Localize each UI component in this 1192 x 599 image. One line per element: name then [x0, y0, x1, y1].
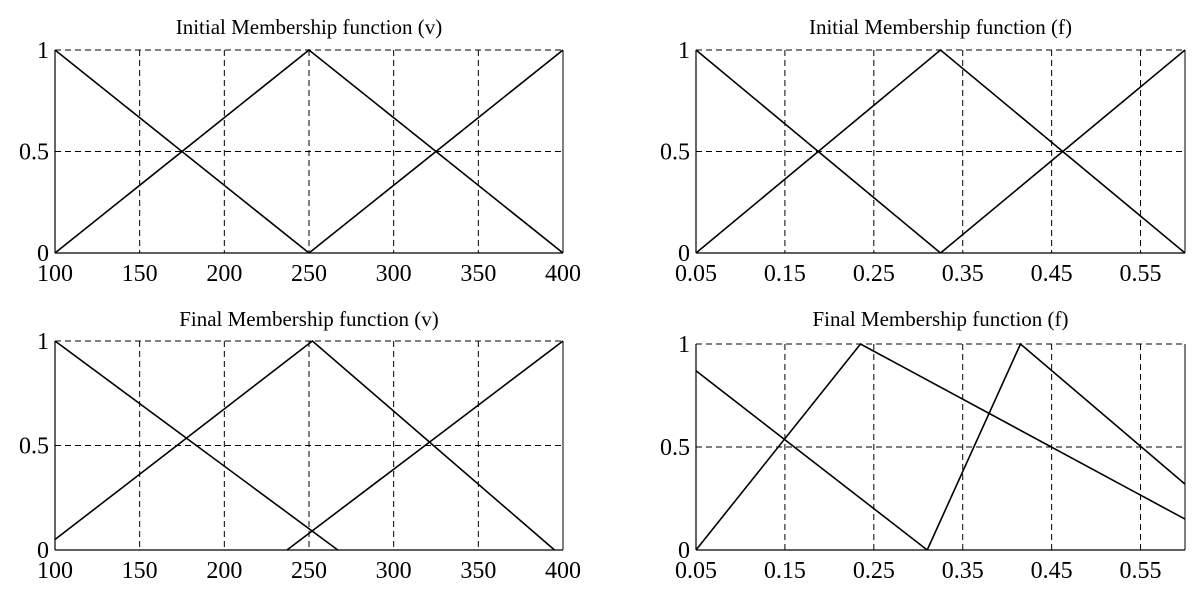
y-tick-label: 0	[678, 241, 690, 267]
series-line-2	[54, 339, 556, 551]
x-tick-label: 0.25	[853, 558, 895, 584]
x-tick-label: 0.45	[1031, 558, 1073, 584]
series-line-3	[286, 340, 564, 551]
x-tick-label: 150	[122, 558, 158, 584]
y-tick-label: 0	[37, 538, 49, 564]
y-tick-label: 0	[37, 241, 49, 267]
x-tick-label: 300	[376, 558, 412, 584]
series-line-2	[695, 342, 1186, 551]
x-tick-label: 250	[291, 558, 327, 584]
series-line-1	[695, 370, 928, 551]
x-tick-label: 0.55	[1120, 558, 1162, 584]
y-tick-label: 1	[37, 38, 49, 64]
x-tick-label: 100	[37, 261, 73, 287]
chart-title: Final Membership function (v)	[179, 307, 439, 331]
y-tick-label: 0.5	[19, 434, 49, 460]
series-line-2	[695, 48, 1186, 254]
x-tick-label: 0.35	[942, 261, 984, 287]
x-tick-label: 100	[37, 558, 73, 584]
x-tick-label: 0.45	[1031, 261, 1073, 287]
chart-panel-3: Final Membership function (v) 0 0.5 1 100 150…	[19, 307, 581, 584]
x-tick-label: 0.15	[764, 558, 806, 584]
y-tick-label: 0	[678, 538, 690, 564]
series-line-1	[54, 340, 339, 551]
chart-panel-1: Initial Membership function (v) 0 0.5 1 100 1…	[19, 15, 581, 287]
chart-title: Initial Membership function (f)	[809, 15, 1072, 39]
y-tick-label: 1	[37, 329, 49, 355]
x-tick-label: 150	[122, 261, 158, 287]
y-tick-label: 0.5	[660, 140, 690, 166]
y-tick-label: 1	[678, 38, 690, 64]
x-tick-label: 0.35	[942, 558, 984, 584]
chart-panel-4: Final Membership function (f) 0 0.5 1 0.05 0.…	[660, 307, 1186, 584]
x-tick-label: 0.15	[764, 261, 806, 287]
x-tick-label: 250	[291, 261, 327, 287]
chart-panel-2: Initial Membership function (f) 0 0.5 1 0.05…	[660, 15, 1186, 287]
x-tick-label: 350	[460, 558, 496, 584]
series-line-3	[308, 49, 564, 254]
series-line-2	[54, 48, 564, 254]
x-tick-label: 0.25	[853, 261, 895, 287]
x-tick-label: 400	[545, 558, 581, 584]
x-tick-label: 200	[206, 261, 242, 287]
x-tick-label: 200	[206, 558, 242, 584]
x-tick-label: 0.55	[1120, 261, 1162, 287]
x-tick-label: 400	[545, 261, 581, 287]
chart-title: Initial Membership function (v)	[176, 15, 443, 39]
y-tick-label: 0.5	[19, 140, 49, 166]
series-line-3	[926, 342, 1186, 551]
y-tick-label: 1	[678, 332, 690, 358]
x-tick-label: 0.05	[675, 261, 717, 287]
chart-title: Final Membership function (f)	[812, 307, 1068, 331]
x-tick-label: 0.05	[675, 558, 717, 584]
series-line-3	[939, 49, 1186, 254]
x-tick-label: 300	[376, 261, 412, 287]
y-tick-label: 0.5	[660, 435, 690, 461]
x-tick-label: 350	[460, 261, 496, 287]
